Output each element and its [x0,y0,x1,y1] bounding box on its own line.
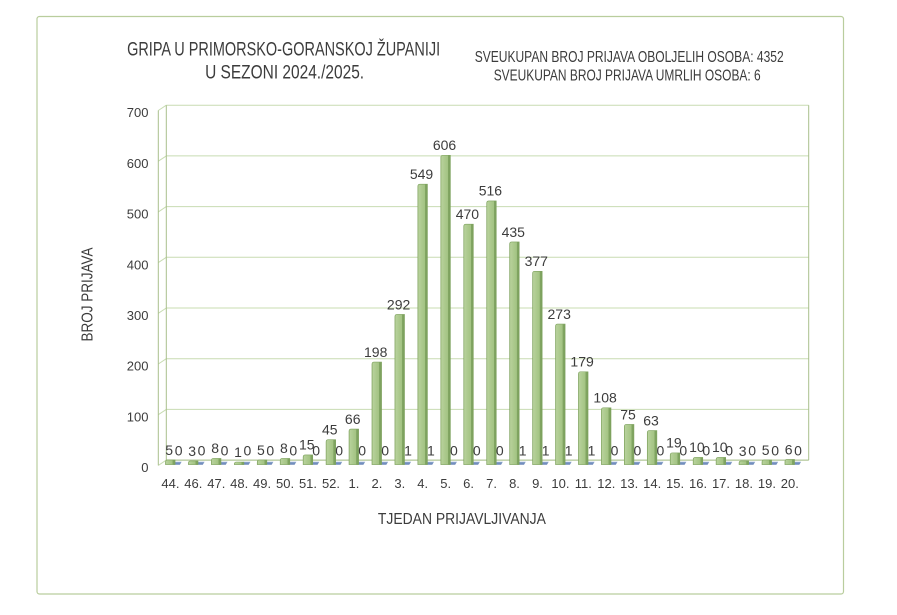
svg-text:19: 19 [666,435,682,451]
svg-text:3: 3 [739,443,747,459]
svg-text:4.: 4. [417,476,428,491]
svg-text:GRIPA U PRIMORSKO-GORANSKOJ ŽU: GRIPA U PRIMORSKO-GORANSKOJ ŽUPANIJI [127,39,440,61]
svg-text:0: 0 [221,443,229,459]
svg-text:15: 15 [299,437,315,453]
svg-text:0: 0 [496,443,504,459]
svg-text:2.: 2. [371,476,382,491]
svg-text:6: 6 [785,441,793,457]
svg-text:63: 63 [643,412,659,428]
svg-text:BROJ PRIJAVA: BROJ PRIJAVA [79,247,96,342]
svg-text:11.: 11. [575,476,592,491]
svg-text:16.: 16. [689,476,707,491]
svg-text:200: 200 [127,359,149,374]
svg-text:18.: 18. [735,476,753,491]
svg-text:0: 0 [771,443,779,459]
svg-text:0: 0 [794,443,802,459]
svg-text:0: 0 [335,443,343,459]
svg-text:9.: 9. [532,476,543,491]
svg-text:1: 1 [542,443,550,459]
svg-text:17.: 17. [712,476,730,491]
svg-text:50.: 50. [276,476,294,491]
svg-text:5: 5 [165,442,173,458]
svg-text:10: 10 [689,439,705,455]
svg-text:377: 377 [525,253,549,269]
svg-text:0: 0 [289,443,297,459]
svg-text:0: 0 [175,443,183,459]
svg-text:48.: 48. [230,476,248,491]
svg-text:75: 75 [620,406,636,422]
svg-text:198: 198 [364,344,388,360]
svg-text:SVEUKUPAN BROJ PRIJAVA OBOLJEL: SVEUKUPAN BROJ PRIJAVA OBOLJELIH OSOBA: … [475,49,784,66]
svg-text:435: 435 [502,224,526,240]
svg-text:7.: 7. [486,476,497,491]
svg-text:20.: 20. [781,476,799,491]
svg-text:0: 0 [725,443,733,459]
svg-text:47.: 47. [207,476,225,491]
svg-text:100: 100 [127,409,149,424]
svg-text:10: 10 [712,439,728,455]
svg-text:3: 3 [188,443,196,459]
svg-text:600: 600 [127,156,149,171]
svg-text:0: 0 [748,443,756,459]
svg-text:66: 66 [345,411,361,427]
svg-text:273: 273 [548,306,572,322]
svg-text:14.: 14. [643,476,661,491]
svg-text:U SEZONI 2024./2025.: U SEZONI 2024./2025. [205,63,364,84]
svg-text:12.: 12. [597,476,615,491]
svg-text:51.: 51. [299,476,317,491]
svg-text:1: 1 [404,443,412,459]
svg-text:52.: 52. [322,476,340,491]
svg-text:0: 0 [381,443,389,459]
svg-text:8.: 8. [509,476,520,491]
svg-text:0: 0 [450,443,458,459]
svg-text:400: 400 [127,257,149,272]
svg-text:5: 5 [257,442,265,458]
svg-text:0: 0 [198,443,206,459]
svg-text:292: 292 [387,296,411,312]
svg-text:5.: 5. [440,476,451,491]
svg-text:1: 1 [427,443,435,459]
svg-text:SVEUKUPAN BROJ PRIJAVA UMRLIH: SVEUKUPAN BROJ PRIJAVA UMRLIH OSOBA: 6 [494,68,761,85]
svg-text:1: 1 [519,443,527,459]
svg-text:1: 1 [565,443,573,459]
svg-text:15.: 15. [666,476,684,491]
svg-text:0: 0 [473,443,481,459]
svg-text:549: 549 [410,166,434,182]
svg-text:6.: 6. [463,476,474,491]
svg-text:500: 500 [127,207,149,222]
svg-text:0: 0 [244,443,252,459]
svg-text:8: 8 [211,440,219,456]
svg-text:0: 0 [266,443,274,459]
svg-text:300: 300 [127,308,149,323]
svg-text:44.: 44. [161,476,179,491]
svg-text:0: 0 [312,443,320,459]
svg-text:700: 700 [127,105,149,120]
svg-text:10.: 10. [551,476,569,491]
svg-text:5: 5 [762,442,770,458]
svg-text:1: 1 [234,444,242,460]
svg-text:0: 0 [702,443,710,459]
svg-text:0: 0 [611,443,619,459]
svg-text:8: 8 [280,440,288,456]
svg-text:179: 179 [570,354,594,370]
svg-text:TJEDAN PRIJAVLJIVANJA: TJEDAN PRIJAVLJIVANJA [378,511,547,528]
svg-text:0: 0 [141,460,148,475]
svg-text:0: 0 [679,443,687,459]
svg-text:470: 470 [456,206,480,222]
svg-text:19.: 19. [758,476,776,491]
svg-text:3.: 3. [394,476,405,491]
svg-text:108: 108 [593,390,617,406]
svg-text:13.: 13. [620,476,638,491]
svg-text:0: 0 [634,443,642,459]
svg-text:45: 45 [322,422,338,438]
svg-text:49.: 49. [253,476,271,491]
svg-text:516: 516 [479,183,503,199]
svg-text:0: 0 [657,443,665,459]
svg-text:606: 606 [433,137,457,153]
svg-text:0: 0 [358,443,366,459]
svg-text:1: 1 [588,443,596,459]
svg-text:1.: 1. [348,476,359,491]
svg-text:46.: 46. [184,476,202,491]
